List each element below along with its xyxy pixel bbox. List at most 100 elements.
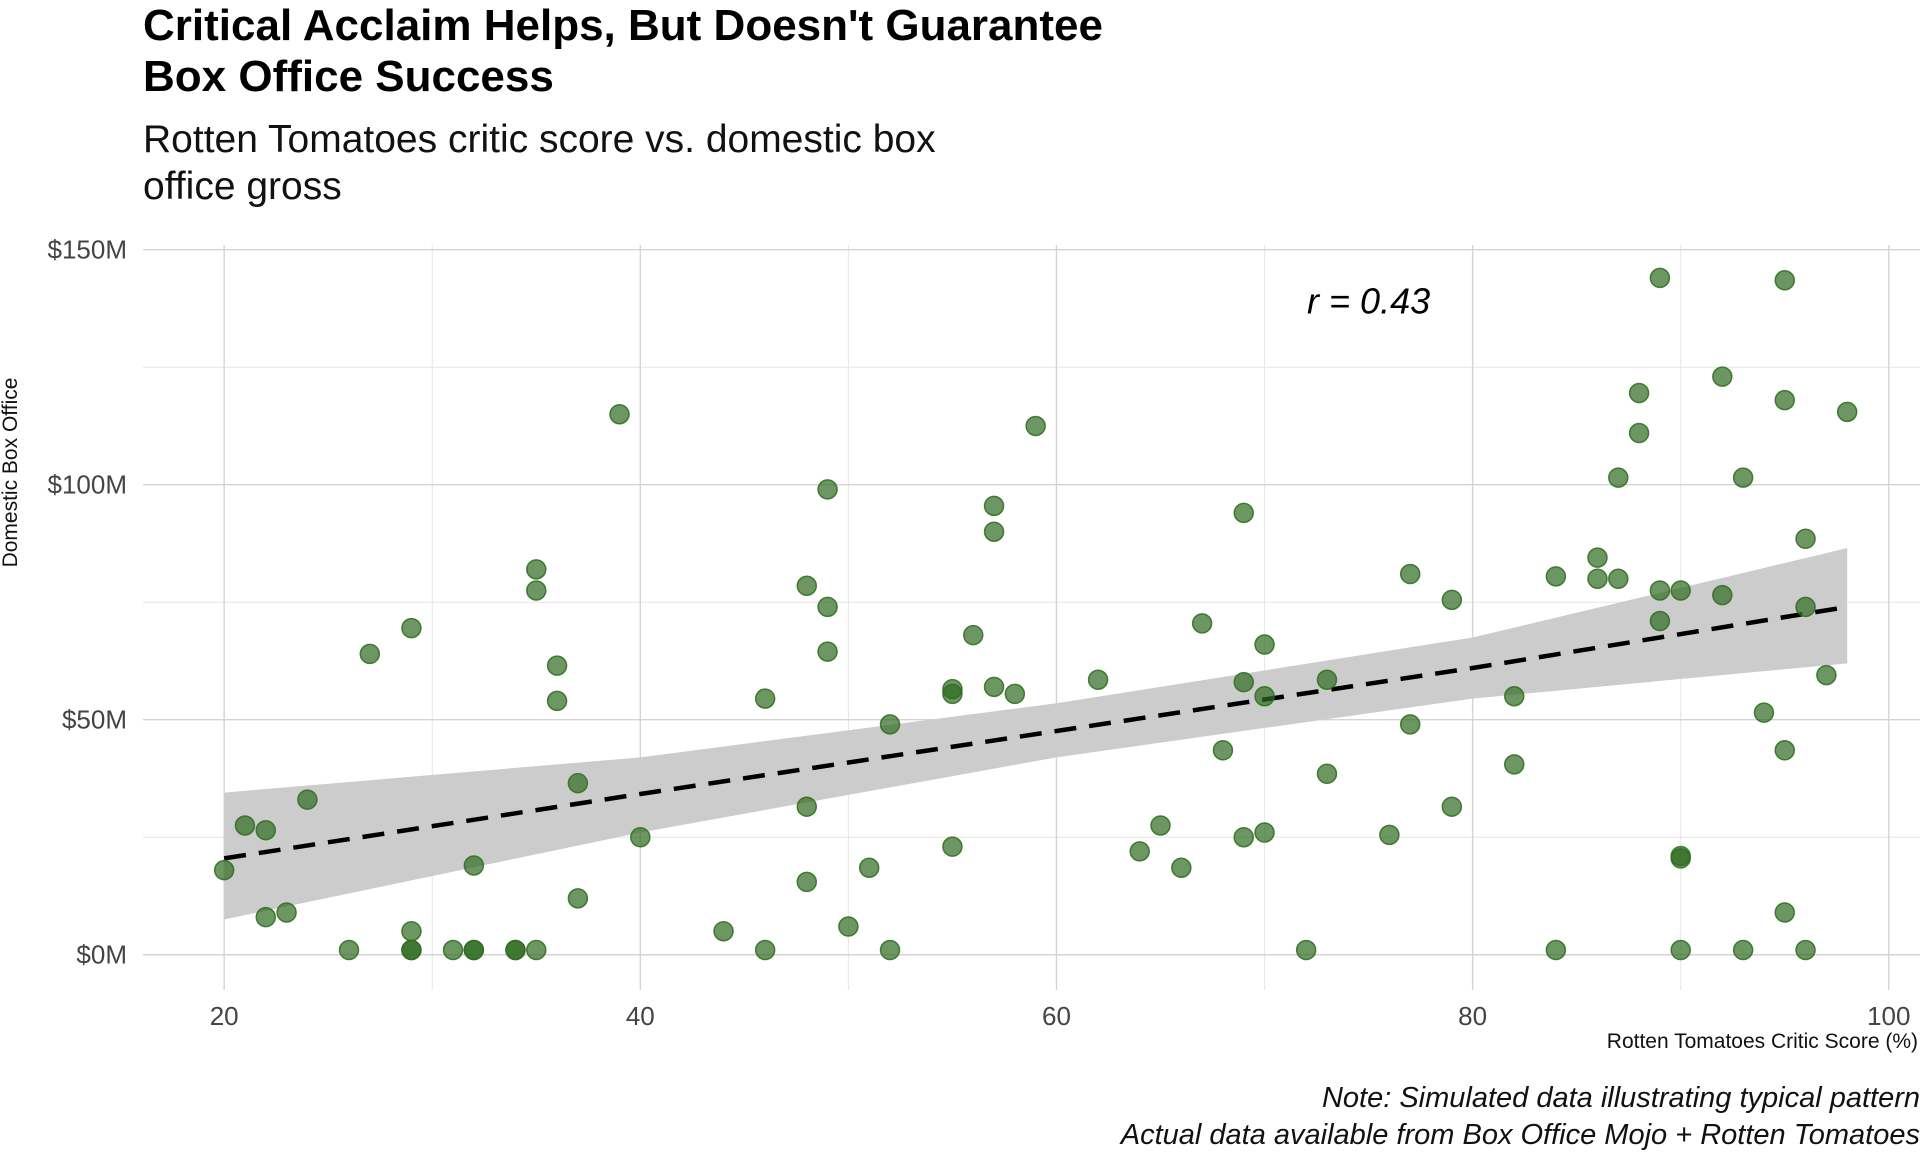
data-point — [1628, 422, 1650, 444]
data-point — [1774, 389, 1795, 411]
data-point — [942, 836, 963, 857]
data-point — [817, 479, 838, 500]
chart-title-line-1: Critical Acclaim Helps, But Doesn't Guar… — [143, 1, 1103, 50]
data-points — [213, 267, 1858, 961]
data-point — [1399, 714, 1421, 735]
data-point — [255, 906, 277, 928]
data-point — [1670, 939, 1691, 961]
data-point — [1191, 613, 1213, 634]
data-point — [297, 789, 318, 810]
data-point — [817, 641, 838, 662]
data-point — [1587, 568, 1608, 589]
data-point — [546, 690, 568, 712]
data-point — [879, 939, 901, 961]
chart-subtitle-line-2: office gross — [143, 165, 342, 208]
data-point — [1254, 685, 1275, 707]
chart-title-line-2: Box Office Success — [143, 52, 554, 101]
data-point — [1150, 815, 1171, 836]
data-point — [1545, 939, 1567, 961]
data-point — [401, 920, 422, 942]
tick-labels: 20 40 60 80 100 $0M $50M $100M $150M — [48, 235, 1911, 1031]
data-point — [1254, 822, 1275, 843]
data-point — [1316, 669, 1338, 691]
data-point — [526, 559, 547, 580]
data-point — [1608, 568, 1629, 589]
data-point — [1503, 685, 1525, 707]
data-point — [1233, 826, 1254, 848]
data-point — [255, 819, 277, 841]
data-point — [962, 624, 984, 646]
data-point — [1004, 683, 1026, 705]
data-point — [1233, 671, 1254, 693]
data-point — [983, 521, 1005, 542]
data-point — [1774, 902, 1795, 923]
data-point — [609, 403, 630, 425]
data-point — [1732, 467, 1754, 488]
data-point — [796, 796, 818, 817]
data-point — [401, 939, 422, 961]
data-point — [796, 871, 818, 893]
x-tick-label: 40 — [626, 1001, 655, 1031]
y-tick-label: $150M — [48, 235, 128, 265]
data-point — [1441, 796, 1463, 817]
data-point — [359, 643, 381, 665]
data-point — [1608, 467, 1629, 488]
data-point — [526, 580, 547, 601]
data-point — [1399, 563, 1421, 585]
data-point — [213, 859, 235, 881]
x-tick-label: 20 — [210, 1001, 239, 1031]
data-point — [1254, 634, 1275, 655]
trend-line-layer — [223, 604, 1848, 861]
data-point — [879, 714, 901, 735]
data-point — [983, 495, 1005, 517]
data-point — [630, 826, 651, 848]
data-point — [1025, 415, 1046, 437]
data-point — [1670, 580, 1691, 601]
caption-line-2: Actual data available from Box Office Mo… — [1120, 1119, 1920, 1151]
data-point — [1628, 382, 1650, 404]
data-point — [754, 688, 776, 709]
data-point — [401, 617, 422, 639]
data-point — [1836, 401, 1858, 423]
y-tick-label: $0M — [76, 940, 127, 970]
data-point — [567, 888, 589, 909]
y-tick-label: $100M — [48, 470, 128, 500]
trend-line — [223, 604, 1848, 861]
data-point — [838, 916, 859, 937]
data-point — [1795, 596, 1816, 618]
data-point — [1753, 702, 1775, 723]
data-point — [1087, 669, 1109, 691]
data-point — [754, 939, 776, 961]
data-point — [526, 939, 547, 961]
x-axis-title: Rotten Tomatoes Critic Score (%) — [1607, 1030, 1918, 1053]
chart-subtitle: Rotten Tomatoes critic score vs. domesti… — [143, 116, 1123, 210]
data-point — [1732, 939, 1754, 961]
data-point — [858, 857, 880, 879]
data-point — [463, 939, 485, 961]
y-tick-label: $50M — [62, 705, 127, 735]
data-point — [1712, 366, 1733, 387]
data-point — [1503, 754, 1525, 775]
data-point — [1129, 841, 1150, 862]
data-point — [796, 575, 818, 597]
x-tick-label: 60 — [1042, 1001, 1071, 1031]
data-point — [1670, 848, 1691, 869]
data-point — [1295, 939, 1317, 961]
data-point — [1649, 610, 1671, 632]
data-point — [1587, 547, 1608, 568]
scatter-plot: 20 40 60 80 100 $0M $50M $100M $150M r = 0.43 Ro… — [0, 235, 1920, 1053]
data-point — [817, 596, 838, 618]
data-point — [1545, 566, 1567, 587]
data-point — [463, 855, 485, 876]
data-point — [276, 902, 297, 923]
data-point — [1774, 270, 1795, 291]
x-tick-label: 100 — [1867, 1001, 1910, 1031]
data-point — [942, 683, 963, 705]
grid-lines — [143, 245, 1920, 990]
chart-title: Critical Acclaim Helps, But Doesn't Guar… — [143, 0, 1443, 102]
data-point — [1795, 939, 1816, 961]
data-point — [442, 939, 464, 961]
x-tick-label: 80 — [1458, 1001, 1487, 1031]
data-point — [505, 939, 526, 961]
data-point — [1316, 763, 1338, 785]
